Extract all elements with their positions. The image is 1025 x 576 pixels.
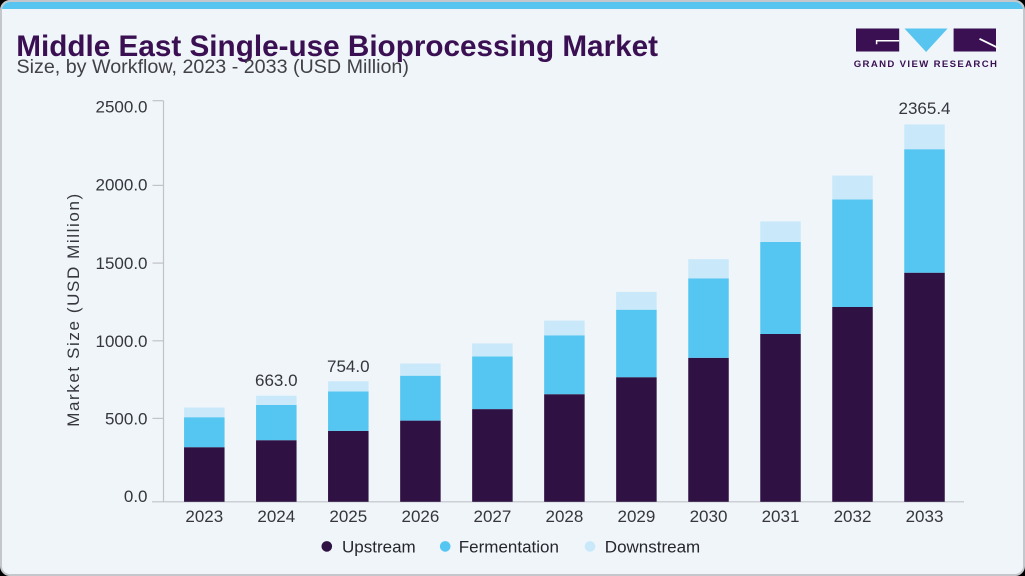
svg-text:Middle East Single-use Bioproc: Middle East Single-use Bioprocessing Mar… — [16, 30, 658, 63]
svg-text:2029: 2029 — [617, 507, 655, 526]
svg-text:754.0: 754.0 — [327, 357, 370, 376]
svg-text:2030: 2030 — [690, 507, 728, 526]
svg-text:Downstream: Downstream — [605, 537, 700, 556]
svg-text:2028: 2028 — [545, 507, 583, 526]
svg-text:2024: 2024 — [257, 507, 295, 526]
svg-text:2033: 2033 — [906, 507, 944, 526]
svg-text:2000.0: 2000.0 — [96, 176, 148, 195]
svg-text:Size, by Workflow, 2023 - 2033: Size, by Workflow, 2023 - 2033 (USD Mill… — [17, 56, 409, 78]
svg-text:1500.0: 1500.0 — [96, 254, 148, 273]
svg-text:1000.0: 1000.0 — [96, 332, 148, 351]
svg-text:2500.0: 2500.0 — [96, 97, 148, 116]
svg-text:2031: 2031 — [762, 507, 800, 526]
svg-text:2027: 2027 — [473, 507, 511, 526]
svg-text:2032: 2032 — [834, 507, 872, 526]
svg-text:GRAND VIEW RESEARCH: GRAND VIEW RESEARCH — [854, 59, 999, 70]
svg-text:2365.4: 2365.4 — [899, 99, 951, 118]
svg-text:663.0: 663.0 — [255, 371, 298, 390]
svg-text:2023: 2023 — [185, 507, 223, 526]
svg-text:500.0: 500.0 — [105, 410, 148, 429]
svg-text:2025: 2025 — [329, 507, 367, 526]
svg-text:Upstream: Upstream — [342, 537, 416, 556]
svg-text:Market Size (USD Million): Market Size (USD Million) — [64, 192, 83, 427]
svg-text:0.0: 0.0 — [124, 487, 148, 506]
svg-text:2026: 2026 — [401, 507, 439, 526]
svg-text:Fermentation: Fermentation — [459, 537, 559, 556]
